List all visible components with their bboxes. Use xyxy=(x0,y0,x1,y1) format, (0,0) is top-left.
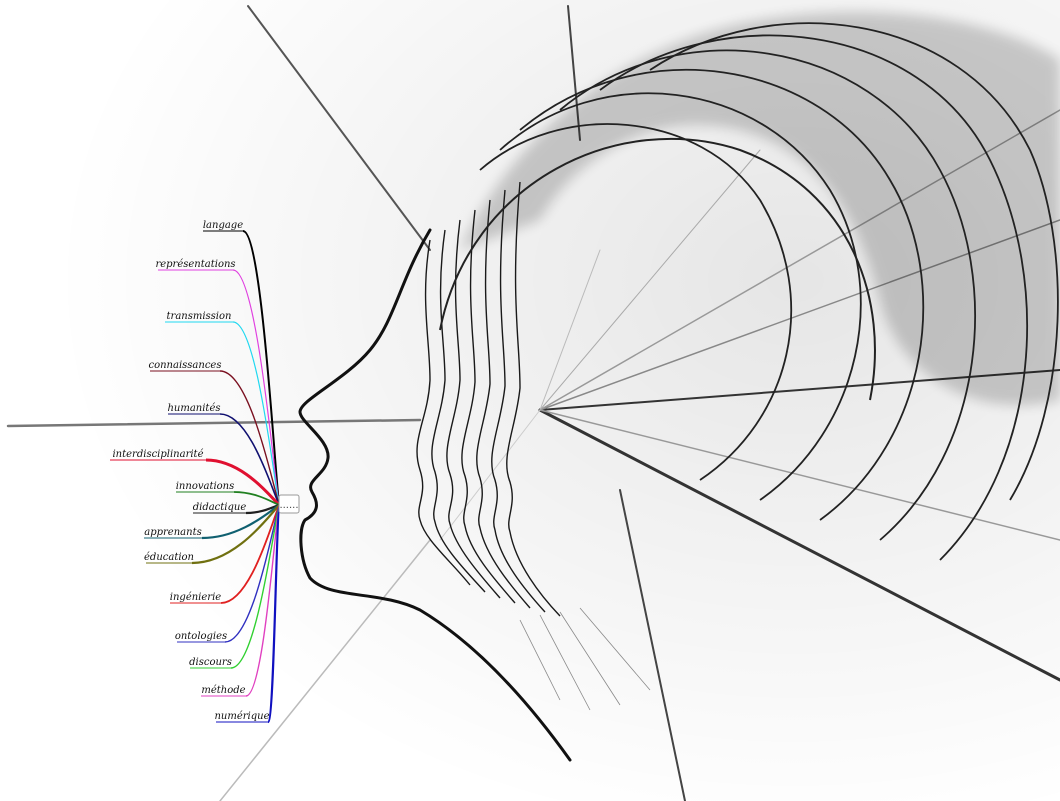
branch-3[interactable]: transmission xyxy=(165,311,281,506)
branch-label[interactable]: innovations xyxy=(176,481,235,492)
center-node-box xyxy=(278,494,300,514)
branch-label[interactable]: numérique xyxy=(214,711,269,722)
branch-10[interactable]: éducation xyxy=(144,503,281,565)
branch-label[interactable]: apprenants xyxy=(144,527,201,538)
branch-label[interactable]: méthode xyxy=(201,685,245,696)
mindmap: langage représentations transmission connai… xyxy=(110,220,300,724)
branch-connector xyxy=(191,503,281,565)
center-node[interactable]: ...... xyxy=(278,494,300,514)
branch-connector xyxy=(266,503,282,724)
branch-label[interactable]: interdisciplinarité xyxy=(112,449,203,460)
branch-connector xyxy=(232,321,281,506)
branch-label[interactable]: ingénierie xyxy=(170,592,221,603)
branch-label[interactable]: humanités xyxy=(167,403,220,414)
branch-label[interactable]: didactique xyxy=(193,502,247,513)
branch-label[interactable]: représentations xyxy=(155,259,235,270)
layered-profiles xyxy=(416,181,561,617)
branch-label[interactable]: connaissances xyxy=(149,360,222,371)
center-node-label: ...... xyxy=(279,500,298,511)
branch-label[interactable]: discours xyxy=(189,657,232,668)
branch-label[interactable]: langage xyxy=(203,220,243,231)
concentric-arcs xyxy=(479,22,1059,561)
branch-label[interactable]: éducation xyxy=(144,552,194,563)
branch-label[interactable]: ontologies xyxy=(175,631,227,642)
branch-15[interactable]: numérique xyxy=(214,503,282,724)
branch-label[interactable]: transmission xyxy=(167,311,232,322)
